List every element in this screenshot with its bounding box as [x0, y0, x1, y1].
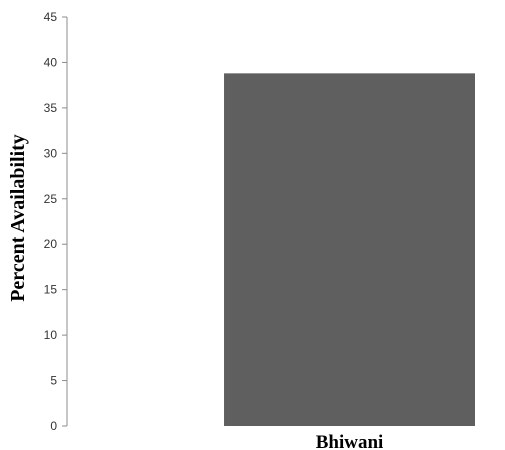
y-tick-label: 40: [44, 55, 58, 69]
bar-bhiwani: [224, 73, 475, 427]
y-tick-label: 25: [44, 192, 58, 206]
y-tick-label: 0: [50, 419, 57, 433]
y-tick-label: 15: [44, 283, 58, 297]
bars: [224, 73, 475, 427]
y-tick-label: 30: [44, 146, 58, 160]
x-category-label: Bhiwani: [316, 432, 384, 450]
x-axis-labels: Bhiwani: [316, 432, 384, 450]
y-tick-label: 20: [44, 237, 58, 251]
y-tick-label: 35: [44, 101, 58, 115]
y-tick-label: 5: [50, 374, 57, 388]
y-axis: 0 5 10 15 20 25 30 35 40 45: [44, 10, 68, 433]
y-axis-title: Percent Availability: [7, 134, 29, 302]
y-tick-label: 10: [44, 328, 58, 342]
y-tick-label: 45: [44, 10, 58, 24]
